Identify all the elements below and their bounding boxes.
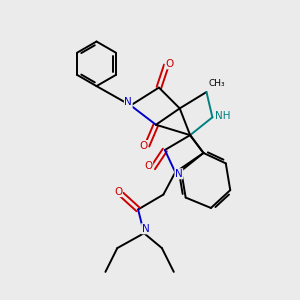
Text: O: O [144, 161, 153, 171]
Text: NH: NH [215, 111, 231, 121]
Text: O: O [165, 59, 173, 69]
Text: N: N [142, 224, 149, 234]
Text: O: O [139, 140, 148, 151]
Text: CH₃: CH₃ [208, 79, 225, 88]
Text: N: N [175, 169, 183, 179]
Text: O: O [114, 187, 122, 196]
Text: N: N [124, 98, 132, 107]
